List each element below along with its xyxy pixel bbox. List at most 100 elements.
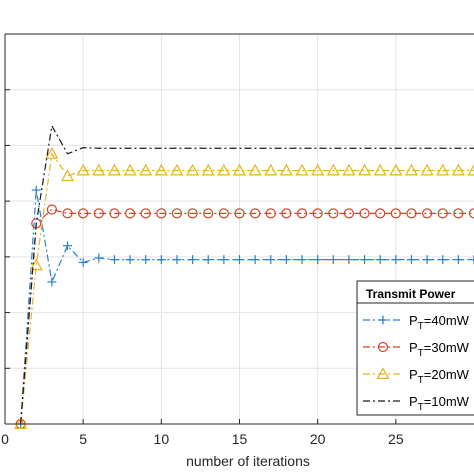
data-point (154, 163, 168, 176)
data-point (281, 208, 292, 219)
data-point (391, 255, 401, 265)
data-point (358, 163, 372, 176)
data-point (139, 163, 153, 176)
series-layer (14, 124, 474, 430)
legend-marker (376, 367, 390, 379)
data-point (389, 163, 403, 176)
data-point (248, 163, 262, 176)
data-point (344, 255, 354, 265)
data-point (203, 208, 214, 219)
data-point (453, 208, 464, 219)
data-point (125, 255, 135, 265)
data-point (219, 255, 229, 265)
data-point (438, 255, 448, 265)
data-point (279, 163, 293, 176)
data-point (47, 277, 57, 287)
data-point (187, 208, 198, 219)
data-point (343, 208, 355, 219)
x-tick-label: 25 (388, 431, 404, 447)
data-point (422, 208, 433, 219)
data-point (107, 163, 121, 176)
data-point (437, 208, 448, 219)
data-point (46, 204, 58, 215)
data-point (234, 208, 245, 219)
legend-label: PT=30mW (409, 340, 470, 359)
data-point (467, 163, 474, 176)
data-point (109, 208, 120, 219)
data-point (156, 208, 167, 219)
series-line (20, 124, 474, 425)
data-point (232, 163, 247, 176)
legend: Transmit Power PT=40mW PT=30mW PT=20mW PT=10… (356, 280, 474, 416)
data-point (375, 255, 385, 265)
data-point (311, 163, 325, 176)
data-point (63, 241, 73, 251)
data-point (171, 208, 183, 219)
data-point (203, 255, 213, 265)
x-axis-label: number of iterations (186, 453, 310, 469)
series-3 (14, 147, 474, 429)
legend-title: Transmit Power (366, 287, 456, 301)
data-point (235, 255, 244, 265)
data-point (453, 255, 463, 265)
data-point (326, 163, 340, 176)
tick-labels: 0 5 10 15 20 25 (1, 431, 404, 447)
data-point (422, 255, 432, 265)
data-point (45, 147, 59, 159)
legend-label: PT=20mW (409, 367, 470, 386)
data-point (188, 255, 198, 265)
data-point (94, 253, 104, 263)
legend-item: PT=10mW (363, 394, 470, 413)
data-point (266, 255, 276, 265)
data-point (469, 255, 474, 265)
x-tick-label: 20 (310, 431, 326, 447)
legend-item: PT=40mW (363, 313, 470, 332)
data-point (62, 208, 73, 219)
legend-marker (377, 341, 389, 353)
series-4 (20, 124, 474, 425)
x-tick-label: 15 (232, 431, 248, 447)
data-point (436, 163, 450, 176)
data-point (375, 208, 386, 219)
x-tick-label: 0 (1, 431, 9, 447)
data-point (390, 208, 401, 219)
data-point (124, 208, 136, 219)
x-tick-label: 5 (79, 431, 87, 447)
data-point (250, 255, 260, 265)
data-point (359, 208, 370, 219)
data-point (360, 255, 370, 265)
data-point (468, 208, 474, 219)
data-point (451, 163, 465, 176)
data-point (265, 208, 276, 219)
data-point (264, 163, 278, 176)
legend-label: PT=40mW (409, 313, 470, 332)
data-point (201, 163, 215, 176)
legend-item: PT=20mW (363, 367, 470, 386)
data-point (295, 163, 309, 176)
legend-label: PT=10mW (409, 394, 470, 413)
legend-marker (378, 315, 388, 325)
data-point (170, 163, 184, 176)
data-point (373, 163, 387, 176)
data-point (156, 255, 166, 265)
data-point (172, 255, 182, 265)
data-point (250, 208, 261, 219)
data-point (404, 163, 418, 176)
data-point (31, 185, 41, 195)
data-point (312, 208, 323, 219)
grid-lines (5, 34, 474, 424)
data-point (406, 255, 416, 265)
data-point (109, 255, 119, 265)
data-point (78, 257, 88, 267)
data-point (342, 163, 356, 176)
data-point (78, 208, 89, 219)
data-point (218, 208, 229, 219)
data-point (281, 255, 291, 265)
data-point (123, 163, 137, 176)
data-point (328, 208, 339, 219)
axes (4, 33, 474, 425)
data-point (296, 208, 308, 219)
data-point (217, 163, 231, 176)
data-point (29, 258, 43, 271)
